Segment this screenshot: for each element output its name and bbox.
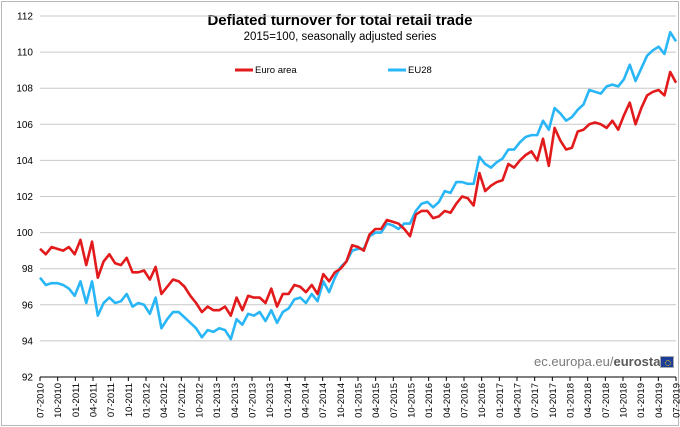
x-tick-label: 01-2012: [142, 383, 153, 418]
x-tick-label: 07-2014: [318, 383, 329, 418]
x-tick-label: 07-2010: [36, 383, 47, 418]
x-tick-label: 04-2011: [89, 383, 100, 417]
x-tick-label: 01-2011: [71, 383, 82, 417]
x-tick-label: 01-2018: [566, 383, 577, 418]
x-tick-label: 10-2013: [265, 383, 276, 418]
x-tick-label: 10-2011: [124, 383, 135, 417]
x-tick-label: 01-2017: [495, 383, 506, 418]
x-tick-label: 07-2017: [530, 383, 541, 418]
x-tick-label: 10-2018: [619, 383, 630, 418]
x-tick-label: 07-2018: [601, 383, 612, 418]
legend: Euro area EU28: [235, 65, 432, 76]
x-tick-label: 10-2017: [548, 383, 559, 418]
y-tick-label: 112: [17, 12, 33, 23]
x-tick-label: 01-2016: [424, 383, 435, 418]
legend-label: EU28: [408, 65, 432, 76]
x-tick-label: 10-2010: [53, 383, 64, 418]
x-tick-label: 07-2012: [177, 383, 188, 418]
x-tick-label: 07-2013: [248, 383, 259, 418]
x-axis: [39, 376, 677, 381]
x-tick-label: 04-2015: [371, 383, 382, 418]
x-tick-label: 07-2016: [460, 383, 471, 418]
legend-label: Euro area: [255, 65, 297, 76]
y-tick-label: 110: [17, 48, 33, 59]
y-tick-label: 96: [22, 300, 34, 311]
x-tick-label: 07-2011: [106, 383, 117, 417]
x-tick-label: 10-2014: [336, 383, 347, 418]
x-tick-label: 04-2017: [513, 383, 524, 418]
series-line-eu28: [38, 30, 678, 341]
x-tick-label: 04-2014: [301, 383, 312, 418]
x-tick-label: 04-2019: [654, 383, 665, 418]
eu-flag-icon: [660, 356, 674, 368]
y-tick-label: 98: [22, 264, 34, 275]
y-tick-label: 94: [22, 336, 34, 347]
y-tick-label: 108: [16, 84, 33, 95]
chart-subtitle: 2015=100, seasonally adjusted series: [243, 31, 437, 43]
x-tick-label: 10-2016: [477, 383, 488, 418]
x-tick-label: 07-2019: [672, 383, 680, 418]
series-lines: [38, 30, 678, 341]
grid-lines: [40, 15, 676, 342]
y-tick-label: 104: [16, 156, 33, 167]
x-tick-label: 04-2016: [442, 383, 453, 418]
x-tick-label: 10-2015: [407, 383, 418, 418]
y-tick-label: 106: [16, 120, 33, 131]
x-tick-label: 04-2018: [583, 383, 594, 418]
x-tick-label: 07-2015: [389, 383, 400, 418]
x-tick-label: 01-2019: [636, 383, 647, 418]
x-axis-tick-labels: 07-2010 10-2010 01-2011 04-2011 07-2011 10-20…: [36, 383, 680, 418]
x-tick-label: 01-2014: [283, 383, 294, 418]
y-tick-label: 102: [16, 192, 33, 203]
y-tick-label: 100: [16, 228, 33, 239]
x-tick-label: 10-2012: [195, 383, 206, 418]
y-axis-tick-labels: 92 94 96 98 100 102 104 106 108 110 112: [16, 12, 33, 384]
x-tick-label: 01-2015: [354, 383, 365, 418]
eurostat-watermark[interactable]: ec.europa.eu/eurostat: [534, 354, 665, 369]
series-line-euro-area: [39, 70, 678, 317]
x-tick-label: 04-2013: [230, 383, 241, 418]
y-tick-label: 92: [22, 373, 34, 384]
watermark-prefix: ec.europa.eu/: [534, 354, 614, 369]
watermark-brand: eurostat: [613, 354, 665, 369]
x-tick-label: 01-2013: [212, 383, 223, 418]
x-tick-label: 04-2012: [159, 383, 170, 418]
